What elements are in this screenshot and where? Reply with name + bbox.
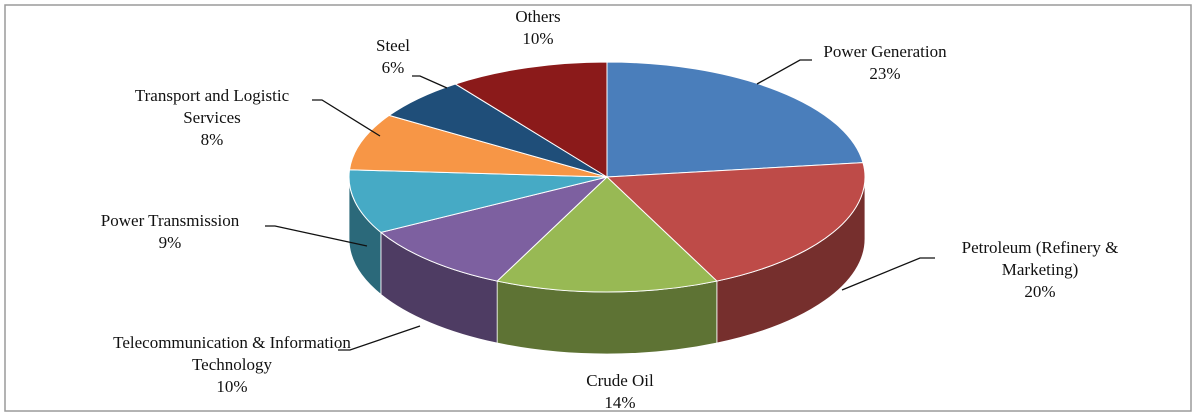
slice [348, 169, 608, 233]
leader-line [841, 257, 935, 291]
category-label: Crude Oil [586, 371, 654, 390]
slice [605, 162, 866, 282]
slice-label: Power Transmission 9% [65, 210, 275, 254]
value-label: 23% [869, 64, 901, 83]
leader-line [312, 99, 381, 137]
value-label: 9% [158, 233, 182, 252]
value-label: 14% [604, 393, 636, 412]
leader-line [265, 225, 368, 247]
slice [379, 176, 609, 282]
value-label: 10% [522, 29, 554, 48]
slice-label: Telecommunication & Information Technolo… [112, 332, 352, 398]
value-label: 6% [381, 58, 405, 77]
slice [496, 176, 718, 293]
category-label: Petroleum (Refinery & Marketing) [961, 238, 1119, 279]
leader-line [756, 59, 812, 85]
category-label: Others [515, 7, 561, 26]
slice-label: Transport and Logistic Services 8% [105, 85, 320, 151]
value-label: 10% [216, 377, 248, 396]
leader-line [338, 325, 421, 351]
slice [454, 61, 608, 178]
category-label: Power Transmission [100, 211, 240, 230]
slice-label: Crude Oil 14% [540, 370, 700, 414]
value-label: 8% [200, 130, 224, 149]
category-label: Steel [376, 36, 410, 55]
leader-line [412, 75, 448, 89]
slice-label: Others 10% [488, 6, 588, 50]
slice [348, 114, 608, 178]
slice-label: Steel 6% [353, 35, 433, 79]
category-label: Transport and Logistic Services [134, 86, 290, 127]
chart-border [4, 4, 1192, 412]
category-label: Power Generation [823, 42, 947, 61]
slice [606, 61, 864, 178]
slice-label: Petroleum (Refinery & Marketing) 20% [930, 237, 1150, 303]
slice-label: Power Generation 23% [785, 41, 985, 85]
value-label: 20% [1024, 282, 1056, 301]
category-label: Telecommunication & Information Technolo… [113, 333, 351, 374]
